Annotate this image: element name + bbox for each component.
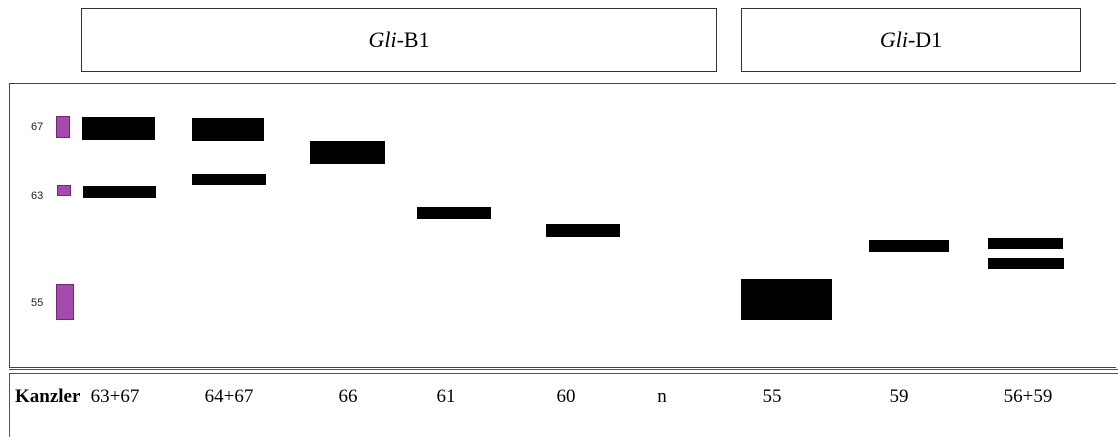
band-lane-56-59-lower (988, 258, 1064, 269)
band-lane-55 (741, 279, 832, 320)
lane-label-66: 66 (338, 386, 358, 407)
marker-band-67 (56, 116, 70, 138)
locus-gli-b1-header: Gli -B1 (81, 8, 717, 72)
band-lane-56-59-upper (988, 238, 1063, 249)
marker-band-63 (57, 185, 71, 196)
locus-gli-d1-suffix: -D1 (907, 27, 943, 52)
locus-gli-d1-header: Gli -D1 (741, 8, 1081, 72)
label-row-left-border (9, 373, 10, 437)
marker-label-67: 67 (31, 121, 44, 133)
lane-label-64-67: 64+67 (204, 386, 254, 407)
locus-gli-b1-prefix: Gli (368, 27, 397, 52)
marker-label-63: 63 (31, 190, 44, 202)
band-lane-59 (869, 240, 949, 252)
band-lane-64-67-lower (192, 174, 266, 185)
band-lane-66 (310, 141, 385, 164)
band-lane-63-67-upper (82, 117, 155, 140)
lane-label-59: 59 (889, 386, 909, 407)
marker-label-55: 55 (31, 297, 44, 309)
marker-band-55 (56, 284, 74, 320)
row-label-kanzler: Kanzler (15, 386, 81, 407)
divider-top (9, 369, 1118, 370)
lane-label-63-67: 63+67 (90, 386, 140, 407)
lane-label-56-59: 56+59 (1003, 386, 1053, 407)
locus-gli-d1-prefix: Gli (879, 27, 908, 52)
band-lane-64-67-upper (192, 118, 264, 141)
lane-label-61: 61 (436, 386, 456, 407)
band-lane-61 (417, 207, 491, 219)
lane-label-60: 60 (556, 386, 576, 407)
band-lane-60 (546, 224, 620, 237)
locus-gli-b1-suffix: -B1 (396, 27, 430, 52)
band-lane-63-67-lower (83, 186, 156, 198)
lane-label-n: n (657, 386, 667, 407)
lane-label-55: 55 (762, 386, 782, 407)
divider-bottom (9, 373, 1118, 374)
